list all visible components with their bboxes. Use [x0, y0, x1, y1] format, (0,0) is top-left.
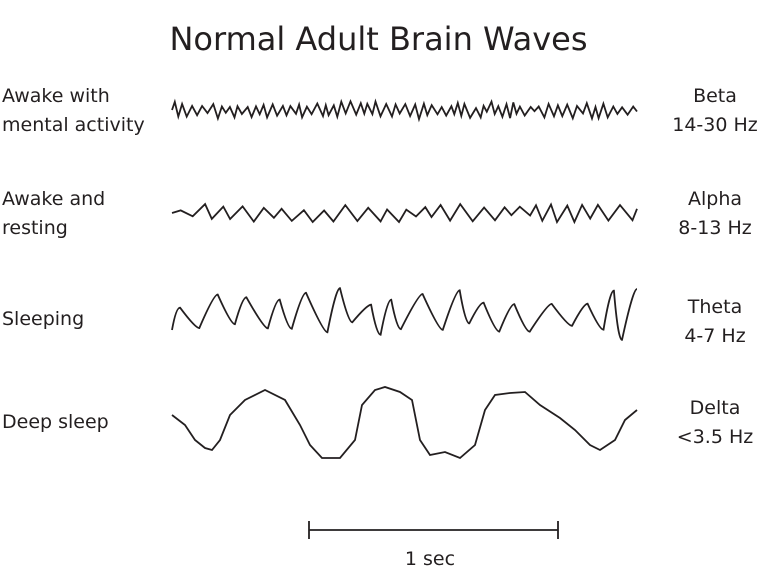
alpha-wave [171, 202, 638, 225]
state-line: Sleeping [2, 308, 85, 330]
band-range: 14-30 Hz [672, 114, 757, 136]
band-range: 4-7 Hz [684, 325, 746, 347]
beta-wave [171, 98, 638, 123]
theta-wave [171, 287, 638, 341]
state-line: mental activity [2, 114, 145, 136]
band-name: Delta [689, 397, 741, 419]
delta-wave [171, 386, 638, 460]
state-line: Awake with [2, 85, 110, 107]
band-label-beta: Beta 14-30 Hz [660, 82, 757, 140]
state-label-alpha: Awake and resting [2, 185, 105, 243]
diagram-title: Normal Adult Brain Waves [169, 20, 588, 58]
scale-bar-label: 1 sec [404, 548, 456, 570]
band-label-alpha: Alpha 8-13 Hz [660, 185, 757, 243]
state-line: Awake and [2, 188, 106, 210]
state-label-delta: Deep sleep [2, 408, 109, 437]
band-name: Theta [687, 296, 743, 318]
band-label-delta: Delta <3.5 Hz [660, 394, 757, 452]
band-name: Alpha [687, 188, 743, 210]
state-line: resting [2, 217, 68, 239]
band-range: 8-13 Hz [678, 217, 752, 239]
band-range: <3.5 Hz [676, 426, 754, 448]
state-label-theta: Sleeping [2, 305, 84, 334]
state-label-beta: Awake with mental activity [2, 82, 145, 140]
scale-bar [308, 521, 559, 539]
band-name: Beta [693, 85, 737, 107]
band-label-theta: Theta 4-7 Hz [660, 293, 757, 351]
state-line: Deep sleep [2, 411, 109, 433]
